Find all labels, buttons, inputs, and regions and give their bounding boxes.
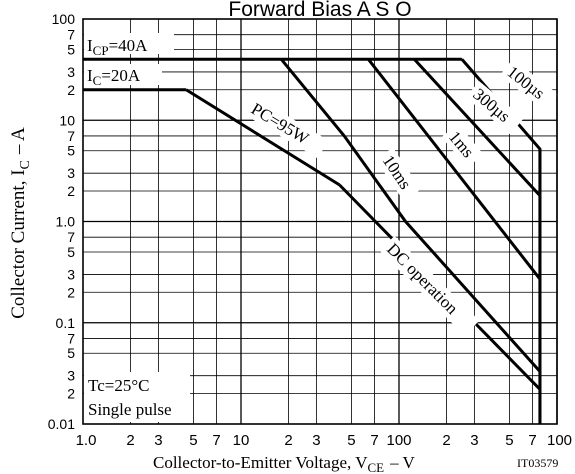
icp-label-sub: CP xyxy=(93,43,109,58)
x-tick-label-8: 5 xyxy=(347,432,355,449)
x-tick-label-1: 2 xyxy=(126,432,134,449)
y-tick-label-15: 0.1 xyxy=(56,315,76,331)
ic-label-bg xyxy=(84,64,162,85)
x-tick-label-2: 3 xyxy=(154,432,162,449)
series-line-1ms xyxy=(367,58,542,280)
plot-frame xyxy=(82,18,558,425)
x-tick-label-15: 100 xyxy=(547,432,572,449)
x-tick-label-9: 7 xyxy=(370,432,378,449)
icp-label-bg xyxy=(84,33,174,54)
series-line-300-s xyxy=(413,58,542,197)
x-tick-labels: 1.0 2 3 5 7 10 2 3 5 7 100 2 3 5 7 100 xyxy=(76,432,572,449)
figure-code: IT03579 xyxy=(517,456,558,470)
dc-label-bg xyxy=(379,235,480,336)
y-axis-label: Collector Current, IC – A xyxy=(8,127,33,319)
t10ms-label-bg xyxy=(375,147,421,201)
y-tick-label-12: 5 xyxy=(67,244,75,260)
y-tick-label-19: 2 xyxy=(67,386,75,402)
y-tick-label-8: 3 xyxy=(67,165,75,181)
ic-label-main: I xyxy=(87,66,93,85)
y-tick-label-20: 0.01 xyxy=(48,416,75,432)
x-tick-label-12: 3 xyxy=(470,432,478,449)
series-line-pc-95w xyxy=(185,88,341,187)
icp-label-main: I xyxy=(87,36,93,55)
pulse-label: Single pulse xyxy=(88,400,172,419)
x-tick-label-5: 10 xyxy=(233,432,250,449)
pc-label-bg xyxy=(243,96,329,159)
icp-label-rest: =40A xyxy=(109,36,149,55)
y-tick-label-7: 5 xyxy=(67,143,75,159)
y-tick-label-1: 7 xyxy=(67,27,75,43)
ic-label-rest: =20A xyxy=(101,66,141,85)
x-axis-label: Collector-to-Emitter Voltage, VCE – V xyxy=(153,453,416,474)
x-tick-label-13: 5 xyxy=(505,432,513,449)
y-tick-label-13: 3 xyxy=(67,266,75,282)
y-tick-label-2: 5 xyxy=(67,41,75,57)
x-tick-label-14: 7 xyxy=(528,432,536,449)
ic-label-sub: C xyxy=(93,73,102,88)
t300us-label-bg xyxy=(465,81,524,135)
y-tick-label-3: 3 xyxy=(67,64,75,80)
chart-title: Forward Bias A S O xyxy=(228,0,411,21)
x-tick-label-7: 3 xyxy=(312,432,320,449)
x-tick-label-3: 5 xyxy=(189,432,197,449)
tc-label: Tc=25°C xyxy=(88,376,149,395)
y-axis-label-sub: C xyxy=(18,160,33,169)
y-tick-label-10: 1.0 xyxy=(56,214,76,230)
y-tick-label-18: 3 xyxy=(67,368,75,384)
y-axis-label-unit: – A xyxy=(8,127,29,155)
axes-frame xyxy=(82,18,558,425)
y-tick-label-5: 10 xyxy=(59,112,75,128)
y-axis-label-main: Collector Current, I xyxy=(8,169,29,318)
y-tick-label-4: 2 xyxy=(67,82,75,98)
t1ms-label-bg xyxy=(441,123,484,168)
ic-label: IC=20A xyxy=(87,66,141,88)
x-axis-label-unit: – V xyxy=(389,453,415,472)
icp-label: ICP=40A xyxy=(87,36,148,58)
y-tick-label-17: 5 xyxy=(67,345,75,361)
y-tick-label-11: 7 xyxy=(67,229,75,245)
y-tick-label-9: 2 xyxy=(67,183,75,199)
x-axis-label-main: Collector-to-Emitter Voltage, V xyxy=(153,453,368,472)
series-line-10ms xyxy=(280,58,542,373)
y-tick-label-14: 2 xyxy=(67,284,75,300)
y-tick-label-16: 7 xyxy=(67,330,75,346)
x-tick-label-0: 1.0 xyxy=(76,432,97,449)
x-tick-label-4: 7 xyxy=(212,432,220,449)
t100us-label-bg xyxy=(499,58,559,112)
x-tick-label-11: 2 xyxy=(442,432,450,449)
y-tick-label-6: 7 xyxy=(67,128,75,144)
x-axis-label-sub: CE xyxy=(367,460,384,474)
conditions-label-bg xyxy=(84,372,190,422)
x-tick-label-10: 100 xyxy=(386,432,411,449)
x-tick-label-6: 2 xyxy=(284,432,292,449)
y-tick-label-0: 100 xyxy=(52,11,76,27)
